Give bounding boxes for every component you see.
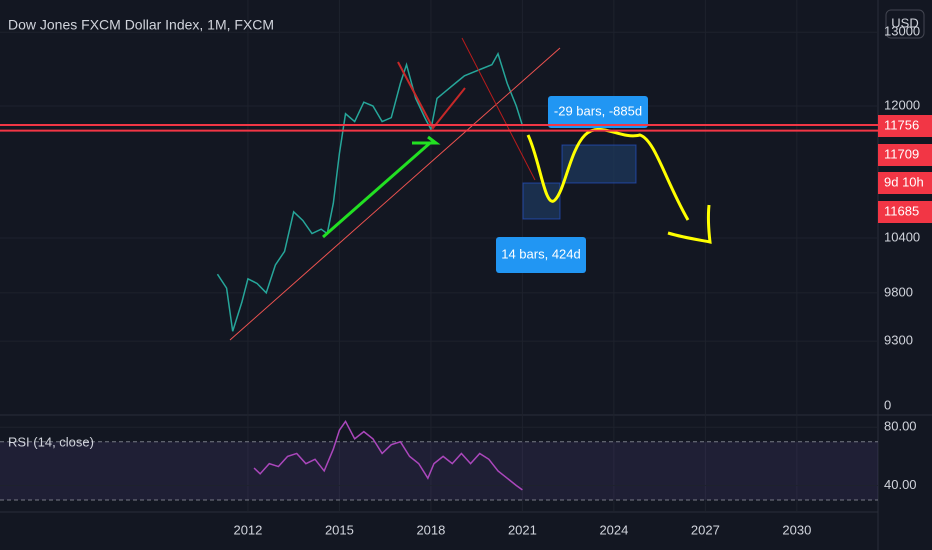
price-tag-box xyxy=(878,201,932,223)
annotation-box xyxy=(496,237,586,273)
x-tick-label: 2012 xyxy=(233,522,262,537)
series-line xyxy=(253,419,523,491)
range-box xyxy=(561,144,637,184)
drawings: -29 bars, -885d 14 bars, 424d xyxy=(229,37,712,341)
annotation: 14 bars, 424d xyxy=(501,246,581,261)
x-tick-label: 2024 xyxy=(599,522,628,537)
x-tick-label: 2030 xyxy=(782,522,811,537)
annotation-box xyxy=(548,96,648,128)
currency[interactable]: USD xyxy=(891,15,918,30)
price-tag: 11756 xyxy=(884,117,919,132)
green-arrow xyxy=(412,135,441,145)
price-tag-box xyxy=(878,144,932,166)
x-tick-label: 2018 xyxy=(416,522,445,537)
y-tick-label: 9800 xyxy=(884,284,913,299)
y-tick-label: 9300 xyxy=(884,333,913,348)
projection-arrow xyxy=(667,204,712,244)
x-tick-label: 2021 xyxy=(508,522,537,537)
trend-line xyxy=(229,47,561,341)
rsi-band xyxy=(0,441,878,501)
y-tick-label: 40.00 xyxy=(884,477,917,492)
x-tick-label: 2027 xyxy=(691,522,720,537)
y-tick-label: 13000 xyxy=(884,24,920,39)
chart-title: Dow Jones FXCM Dollar Index, 1M, FXCM xyxy=(8,17,274,33)
price-tag: 11709 xyxy=(884,146,919,161)
axis-fragment: 0 xyxy=(884,397,891,412)
annotation: -29 bars, -885d xyxy=(554,103,642,118)
price-tag-box xyxy=(878,115,932,137)
y-tick-label: 10400 xyxy=(884,229,920,244)
y-tick-label: 12000 xyxy=(884,97,920,112)
currency-button[interactable] xyxy=(885,9,925,39)
rsi-title: RSI (14, close) xyxy=(8,434,94,449)
price-tag: 9d 10h xyxy=(884,174,924,189)
y-tick-label: 80.00 xyxy=(884,419,917,434)
trend-line xyxy=(461,37,536,181)
green-line xyxy=(322,141,431,239)
series-line xyxy=(216,51,524,332)
price-tags: 11756 11709 9d 10h 11685 xyxy=(878,115,932,223)
price-tag-box xyxy=(878,172,932,194)
price-tag: 11685 xyxy=(884,203,919,218)
x-tick-label: 2015 xyxy=(325,522,354,537)
zigzag xyxy=(397,61,466,130)
projection-curve xyxy=(526,127,690,221)
